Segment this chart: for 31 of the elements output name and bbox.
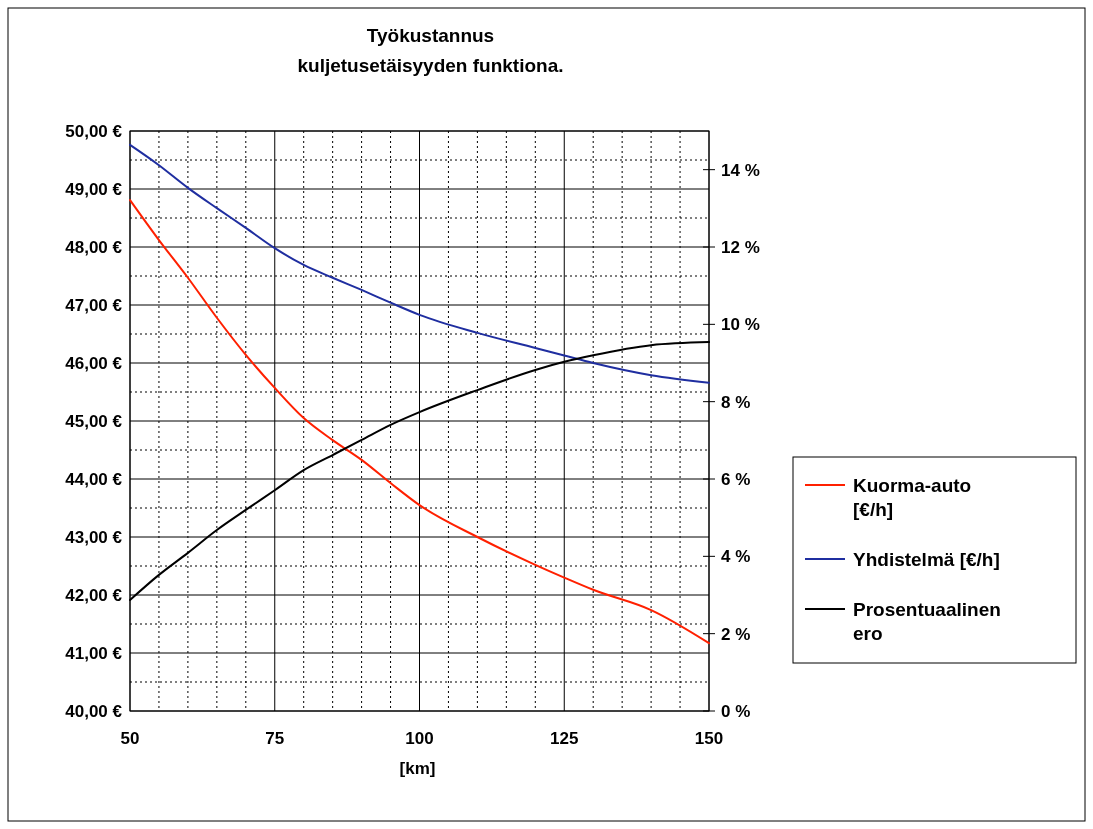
y-tick-label: 47,00 € [65,295,123,315]
y2-tick-label: 2 % [721,624,751,644]
y-tick-label: 45,00 € [65,411,123,431]
x-tick-label: 150 [694,729,724,748]
legend-label: Kuorma-auto [€/h] [853,474,972,520]
y-tick-label: 44,00 € [65,469,123,489]
y2-tick-label: 10 % [721,315,760,335]
y2-tick-label: 12 % [721,237,760,257]
y-tick-label: 42,00 € [65,585,123,605]
x-tick-label: 75 [265,729,285,748]
y-tick-label: 48,00 € [65,237,123,257]
x-tick-label: 100 [405,729,434,748]
line-series [129,199,710,645]
y2-tick-label: 6 % [721,469,751,489]
line-series [129,143,710,384]
y-tick-label: 49,00 € [65,179,123,199]
y-tick-label: 50,00 € [65,121,123,141]
y2-tick-label: 8 % [721,392,751,412]
x-tick-label: 50 [120,729,140,748]
legend-label: Yhdistelmä [€/h] [853,548,1000,570]
y-tick-label: 41,00 € [65,643,123,663]
y2-tick-label: 0 % [721,701,751,721]
x-tick-label: 125 [550,729,579,748]
chart-title: Työkustannus kuljetusetäisyyden funktiona. [297,25,564,76]
y-tick-label: 46,00 € [65,353,123,373]
legend-label: Prosentuaalinen ero [853,598,1001,644]
y2-tick-label: 14 % [721,160,760,180]
y-tick-label: 40,00 € [65,701,123,721]
y-tick-label: 43,00 € [65,527,123,547]
y2-tick-label: 4 % [721,547,751,567]
x-axis-title: [km] [399,759,436,778]
